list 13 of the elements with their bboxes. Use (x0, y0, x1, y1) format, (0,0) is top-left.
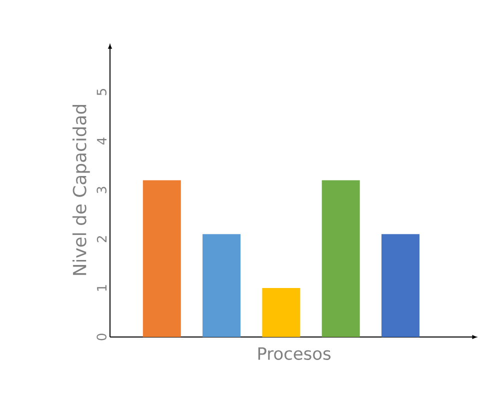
y-tick-label: 4 (97, 138, 106, 144)
y-axis-title: Nivel de Capacidad (72, 104, 90, 275)
bar (262, 288, 300, 337)
y-tick-label: 0 (96, 334, 106, 340)
bar (322, 180, 360, 337)
y-tick-label: 5 (96, 89, 106, 96)
bar (202, 234, 241, 337)
x-axis-title: Procesos (258, 347, 331, 360)
y-tick-label: 2 (96, 236, 106, 242)
bar (142, 180, 181, 337)
y-tick-label: 3 (96, 186, 106, 194)
y-tick-label: 1 (97, 285, 106, 291)
bar (381, 234, 420, 337)
